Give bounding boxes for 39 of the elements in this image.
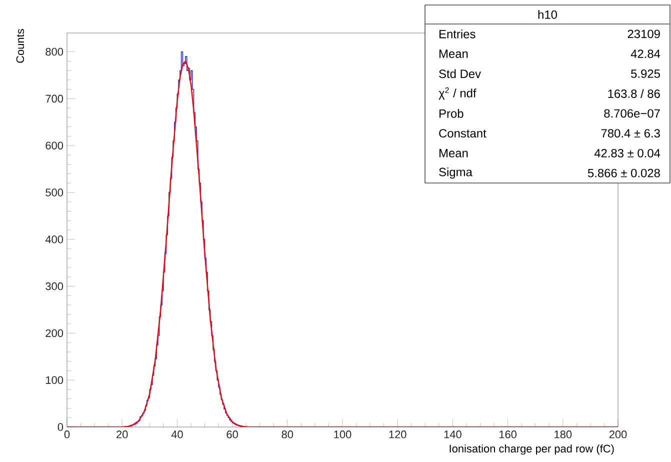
y-axis-title: Counts xyxy=(16,29,24,63)
annotation: Constant xyxy=(439,129,486,138)
y-tick-label: 0 xyxy=(58,423,64,431)
annotation: Std Dev xyxy=(439,69,481,78)
text: h10 xyxy=(538,10,558,19)
annotation: 5.866 ± 0.028 xyxy=(588,168,660,178)
annotation: Prob xyxy=(440,109,464,118)
y-tick-label: 100 xyxy=(46,376,64,384)
x-tick-label: 120 xyxy=(389,430,406,438)
text: 23109 xyxy=(628,30,660,38)
annotation: Mean xyxy=(440,50,468,58)
y-tick-label: 200 xyxy=(46,329,64,338)
x-tick-label: 140 xyxy=(444,430,462,438)
y-tick-label: 700 xyxy=(46,94,64,103)
annotation: χ$^{2}$ / ndf xyxy=(438,87,476,100)
x-tick-label: 0 xyxy=(64,430,70,438)
text: 5.925 xyxy=(631,69,660,78)
annotation: 780.4 ± 6.3 xyxy=(601,129,660,138)
annotation: 8.706e−07 xyxy=(604,109,660,118)
annotation: Mean xyxy=(440,149,468,158)
x-tick-label: 40 xyxy=(171,430,183,438)
x-tick-label: 20 xyxy=(116,430,128,438)
x-tick-label: 100 xyxy=(334,430,352,438)
y-tick-label: 600 xyxy=(46,142,64,150)
annotation: 42.83 ± 0.04 xyxy=(594,148,660,158)
annotation: 163.8 / 86 xyxy=(608,89,660,98)
x-tick-label: 180 xyxy=(554,430,572,438)
x-axis-title: Ionisation charge per pad row (fC) xyxy=(450,444,614,455)
x-tick-label: 60 xyxy=(226,430,238,438)
y-tick-label: 500 xyxy=(46,188,64,196)
y-tick-label: 800 xyxy=(46,48,64,56)
annotation: Sigma xyxy=(439,167,472,179)
x-tick-label: 160 xyxy=(499,430,517,438)
text: 42.84 xyxy=(630,50,660,58)
x-tick-label: 80 xyxy=(282,430,294,438)
x-tick-label: 200 xyxy=(609,430,627,438)
annotation: Entries xyxy=(440,30,476,38)
y-tick-label: 400 xyxy=(45,236,64,244)
y-tick-label: 300 xyxy=(46,282,64,290)
